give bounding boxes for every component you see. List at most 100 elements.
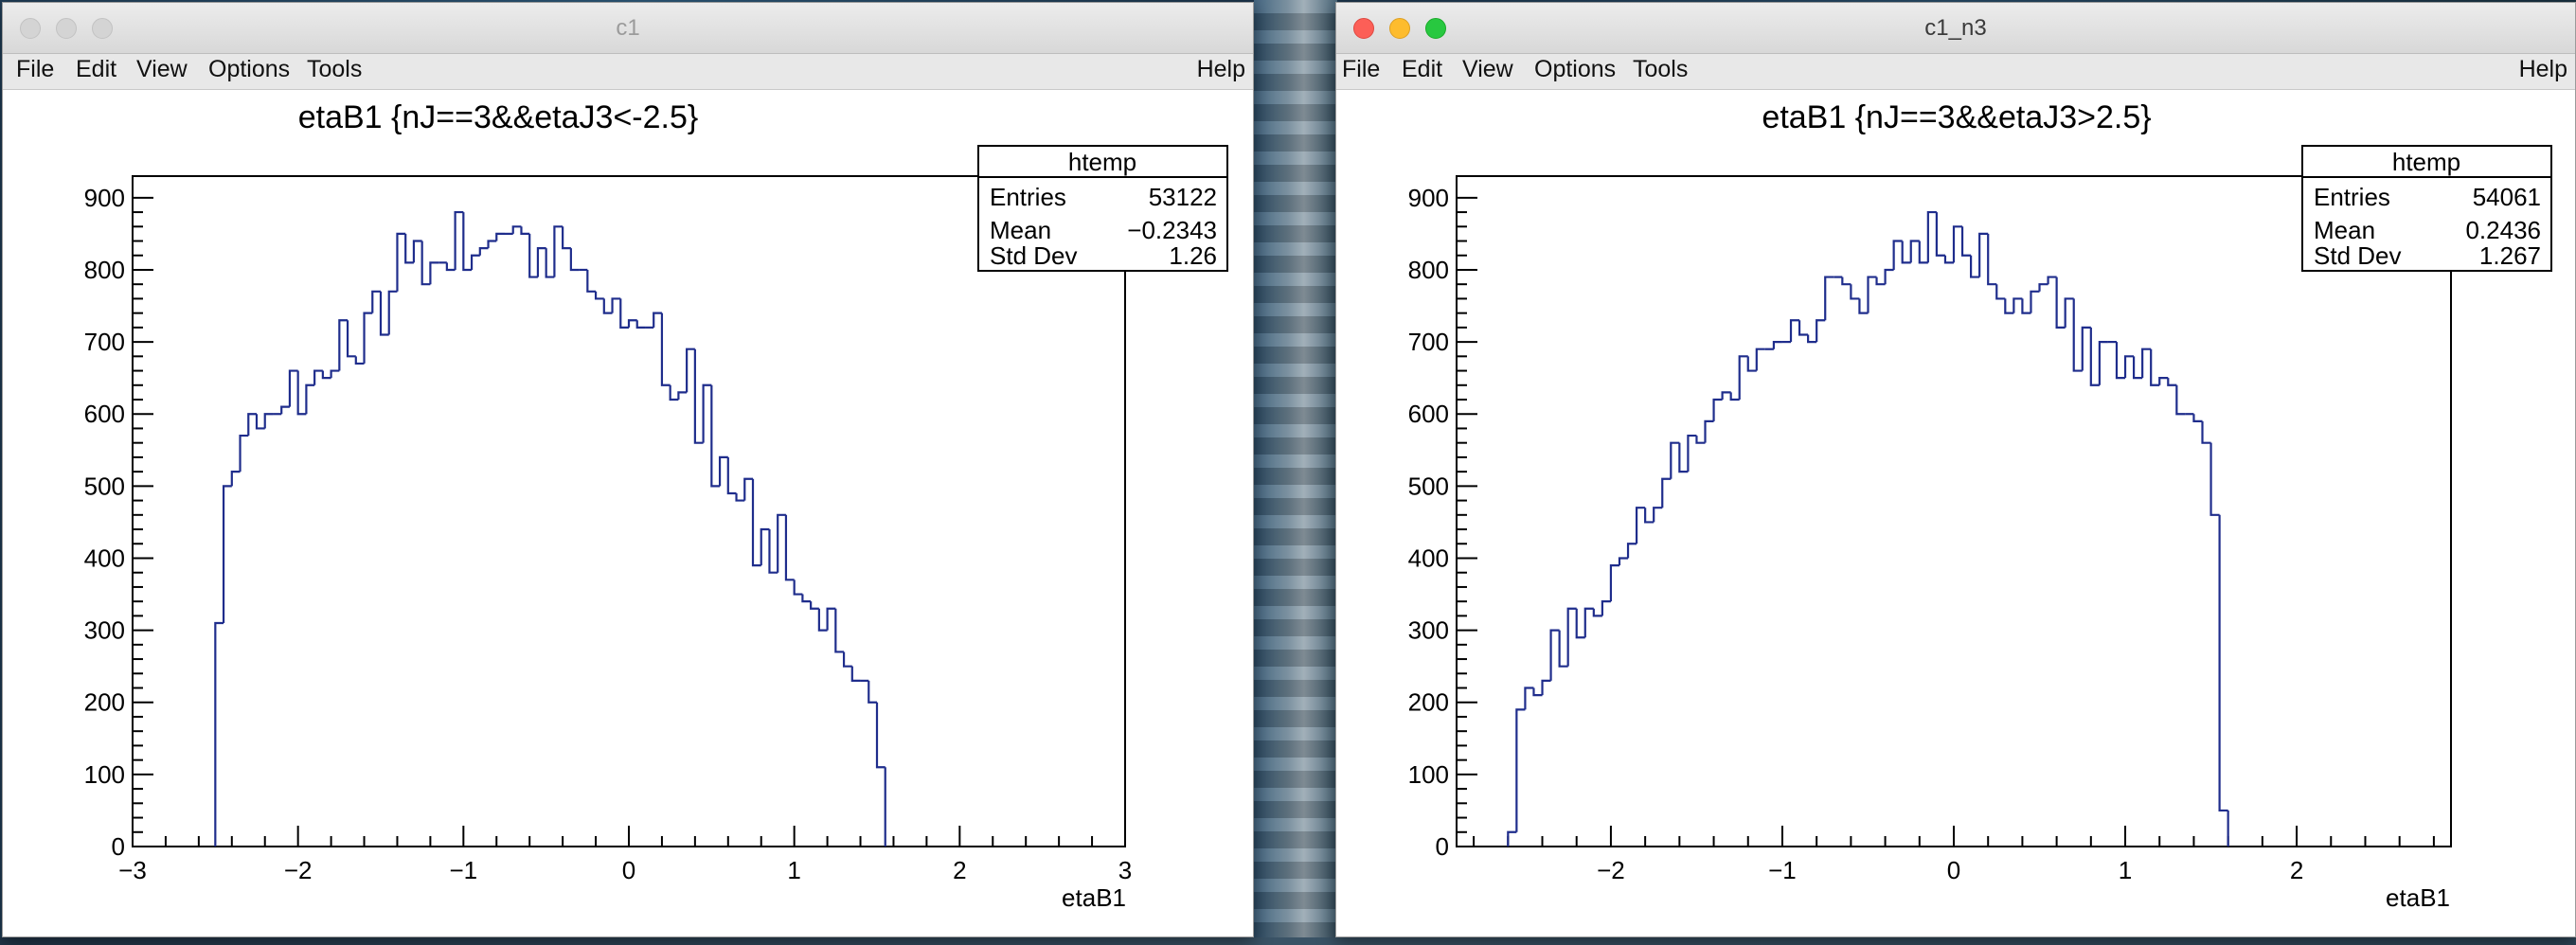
- window-titlebar[interactable]: c1_n3: [1336, 3, 2575, 54]
- plot-title: etaB1 {nJ==3&&etaJ3>2.5}: [1762, 99, 2151, 135]
- menu-bar: File Edit View Options Tools Help: [1336, 54, 2575, 90]
- histogram-bin: [214, 621, 224, 847]
- menu-file[interactable]: File: [1342, 56, 1381, 82]
- histogram-bin: [710, 384, 721, 488]
- histogram-bin: [2021, 298, 2031, 314]
- stats-value-stddev: 1.26: [1169, 241, 1217, 270]
- histogram-bin: [1575, 608, 1585, 639]
- histogram-bin: [751, 478, 761, 567]
- menu-options[interactable]: Options: [208, 56, 291, 82]
- histogram-bin: [222, 485, 232, 623]
- histogram-bin: [1807, 334, 1817, 344]
- plot-canvas[interactable]: 0 100 200 300 400 500 600 700 800 900 −3 −2 −1 0 1 2 3 e…: [3, 90, 1253, 936]
- histogram-bin: [454, 210, 464, 270]
- canvas-window-c1: c1 File Edit View Options Tools Help 0 10…: [2, 2, 1254, 937]
- histogram-bin: [686, 348, 695, 393]
- y-tick-label: 500: [84, 472, 125, 500]
- histogram-bin: [495, 232, 505, 241]
- window-titlebar[interactable]: c1: [3, 3, 1253, 54]
- y-tick-label: 100: [1408, 760, 1449, 789]
- histogram-bin: [562, 226, 571, 250]
- histogram-bin: [2158, 377, 2169, 385]
- histogram-bin: [768, 529, 778, 574]
- histogram-bin: [1541, 679, 1551, 696]
- histogram-bin: [247, 413, 257, 437]
- y-tick-label: 700: [84, 328, 125, 356]
- histogram-bin: [743, 477, 753, 501]
- histogram-bin: [810, 601, 819, 610]
- stats-label-entries: Entries: [990, 183, 1066, 211]
- histogram-bin: [1687, 434, 1697, 472]
- minimize-window-button[interactable]: [1389, 18, 1410, 39]
- histogram-bin: [619, 298, 629, 329]
- histogram-bin: [1867, 276, 1877, 313]
- window-title: c1: [616, 15, 640, 41]
- histogram-bin: [2167, 378, 2177, 386]
- y-tick-label: 700: [1408, 328, 1449, 356]
- histogram-bin: [528, 233, 538, 278]
- menu-edit[interactable]: Edit: [76, 56, 117, 82]
- window-title: c1_n3: [1924, 15, 1987, 41]
- histogram-bin: [1592, 608, 1602, 617]
- zoom-window-button[interactable]: [92, 18, 113, 39]
- minimize-window-button[interactable]: [56, 18, 77, 39]
- histogram-bin: [1875, 276, 1886, 286]
- menu-options[interactable]: Options: [1534, 56, 1617, 82]
- plot-canvas[interactable]: 0 100 200 300 400 500 600 700 800 900 −2 −1 0 1 2 etaB…: [1336, 90, 2575, 936]
- menu-help[interactable]: Help: [1196, 56, 1245, 82]
- histogram-bin: [412, 240, 422, 263]
- histogram-bin: [2098, 340, 2108, 385]
- x-tick-label: −3: [118, 856, 147, 884]
- histogram-bin: [1566, 607, 1577, 667]
- histogram-bin: [793, 579, 803, 596]
- histogram-bin: [1798, 320, 1809, 336]
- histogram-bin: [868, 680, 877, 704]
- close-window-button[interactable]: [20, 18, 41, 39]
- histogram-bin: [611, 297, 621, 313]
- stats-box[interactable]: htemp Entries 53122 Mean −0.2343 Std Dev…: [977, 145, 1228, 272]
- histogram-bin: [1635, 507, 1646, 544]
- histogram-bin: [1978, 232, 1989, 277]
- menu-view[interactable]: View: [1462, 56, 1513, 82]
- histogram-bin: [1729, 392, 1740, 401]
- zoom-window-button[interactable]: [1425, 18, 1446, 39]
- histogram-bin: [602, 298, 613, 314]
- y-tick-label: 200: [84, 688, 125, 717]
- histogram-bin: [305, 383, 315, 415]
- histogram-bin: [1670, 441, 1680, 479]
- histogram-bin: [478, 247, 489, 256]
- plot-frame: [1456, 175, 2452, 847]
- stats-box[interactable]: htemp Entries 54061 Mean 0.2436 Std Dev …: [2301, 145, 2552, 272]
- menu-tools[interactable]: Tools: [307, 56, 363, 82]
- menu-bar: File Edit View Options Tools Help: [3, 54, 1253, 90]
- histogram-bin: [850, 666, 861, 683]
- histogram-bin: [363, 312, 373, 364]
- histogram-bin: [2201, 420, 2211, 444]
- histogram-bin: [520, 226, 530, 236]
- histogram-bin: [296, 370, 307, 416]
- histogram-bin: [1824, 276, 1834, 321]
- histogram-bin: [354, 356, 365, 366]
- histogram-bin: [875, 702, 886, 769]
- menu-tools[interactable]: Tools: [1633, 56, 1689, 82]
- histogram-bin: [1678, 442, 1689, 473]
- histogram-bin: [1532, 687, 1543, 697]
- histogram-bin: [2123, 355, 2135, 379]
- menu-edit[interactable]: Edit: [1402, 56, 1443, 82]
- x-tick-label: −1: [1768, 856, 1797, 884]
- stats-label-stddev: Std Dev: [2314, 241, 2402, 270]
- menu-file[interactable]: File: [16, 56, 55, 82]
- histogram-chart: 0 100 200 300 400 500 600 700 800 900 −2 −1 0 1 2 etaB…: [1408, 99, 2552, 912]
- histogram-bin: [1721, 391, 1731, 400]
- menu-view[interactable]: View: [136, 56, 188, 82]
- x-tick-label: 1: [2119, 856, 2132, 884]
- histogram-bin: [346, 320, 356, 358]
- histogram-bin: [2132, 356, 2143, 380]
- close-window-button[interactable]: [1353, 18, 1374, 39]
- histogram-bin: [1901, 241, 1911, 264]
- histogram-bin: [702, 383, 712, 443]
- histogram-bin: [371, 290, 381, 313]
- y-tick-label: 800: [84, 256, 125, 284]
- menu-help[interactable]: Help: [2518, 56, 2567, 82]
- histogram-bin: [321, 370, 331, 380]
